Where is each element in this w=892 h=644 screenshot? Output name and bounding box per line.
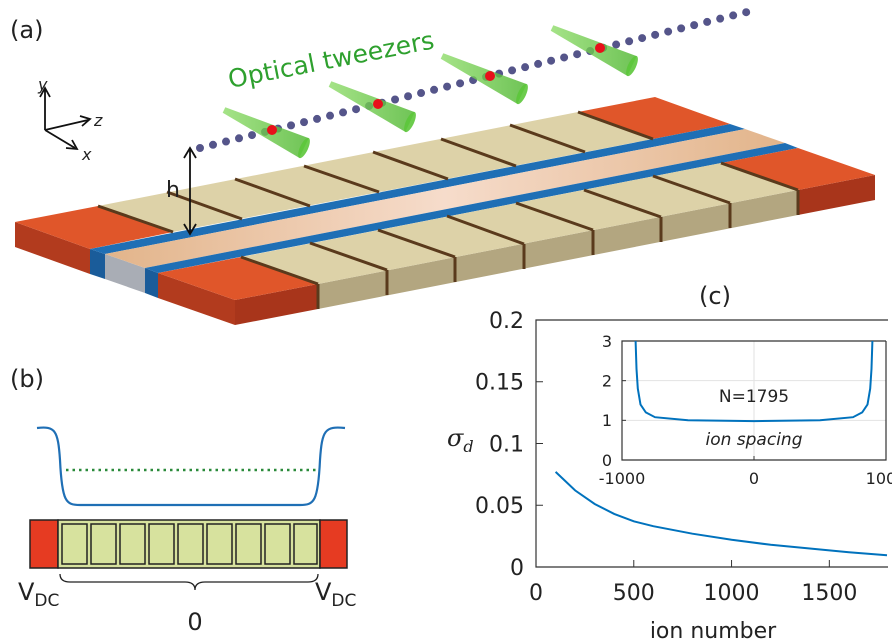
vdc-main: V: [315, 578, 332, 606]
x-tick-label: -1000: [599, 469, 646, 488]
axis-y-label: y: [37, 75, 48, 94]
y-tick-label: 2: [602, 371, 612, 390]
y-tick-label: 3: [602, 332, 612, 351]
annotation: N=1795: [719, 387, 789, 407]
x-tick-label: 0: [529, 581, 543, 606]
vdc-right: VDC: [315, 578, 356, 611]
panel-label: (b): [10, 365, 44, 393]
electrodes: [29, 519, 348, 569]
annotation: ion spacing: [705, 430, 802, 450]
data-line: [554, 471, 888, 557]
x-tick-label: 1000: [866, 469, 892, 488]
x-axis-label: ion number: [650, 619, 777, 644]
trap-chip: [15, 97, 875, 325]
x-tick-label: 0: [749, 469, 759, 488]
panel-label: (a): [10, 16, 43, 44]
center-label: 0: [187, 608, 202, 636]
axes-icon: [39, 86, 197, 236]
y-tick-label: 0.15: [475, 371, 524, 396]
y-label-sub: d: [463, 437, 473, 456]
y-tick-label: 0.2: [489, 309, 524, 334]
height-label: h: [166, 178, 180, 203]
potential-curve: [36, 426, 346, 507]
chart-title: (c): [699, 282, 731, 310]
y-axis-label: σd: [447, 424, 474, 456]
y-tick-label: 0.1: [489, 432, 524, 457]
axis-z-label: z: [93, 111, 103, 130]
axis-frame: [535, 319, 888, 568]
y-tick-label: 0.05: [475, 494, 524, 519]
axis-x-label: x: [81, 145, 92, 164]
axis-frame: [621, 340, 887, 461]
y-tick-label: 0: [510, 556, 524, 581]
ion-chain: [196, 6, 759, 152]
vdc-left: VDC: [18, 578, 59, 611]
y-tick-label: 1: [602, 411, 612, 430]
x-tick-label: 1500: [801, 581, 857, 606]
tweezers: [222, 25, 641, 160]
vdc-sub: DC: [331, 591, 356, 611]
brace: [59, 573, 319, 591]
vdc-main: V: [18, 578, 35, 606]
data-line: [634, 340, 874, 423]
x-tick-label: 1000: [704, 581, 760, 606]
x-tick-label: 500: [613, 581, 655, 606]
y-label-symbol: σ: [447, 424, 464, 452]
vdc-sub: DC: [34, 591, 59, 611]
y-tick-label: 0: [602, 451, 612, 470]
